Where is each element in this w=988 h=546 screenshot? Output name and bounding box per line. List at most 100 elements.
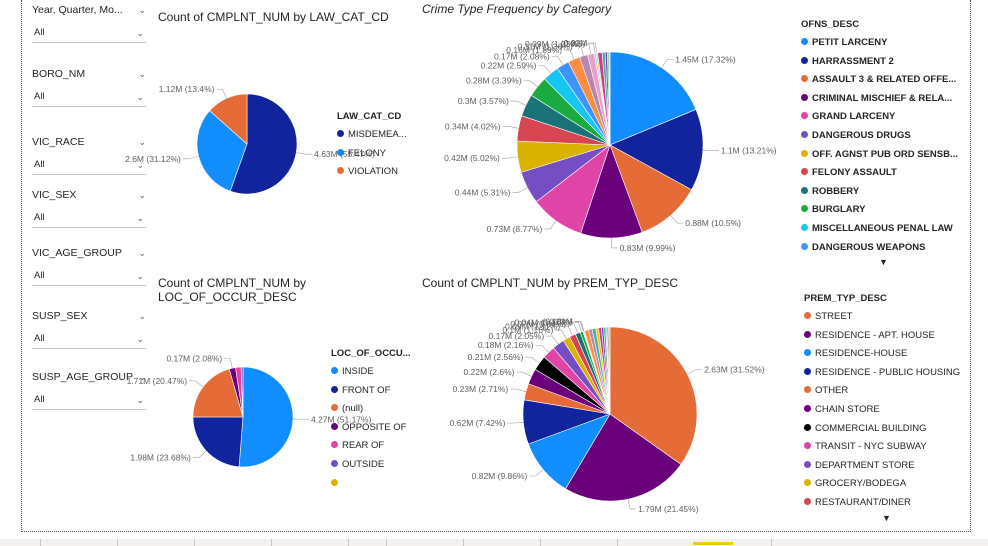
- chevron-down-icon[interactable]: ⌄: [138, 190, 146, 200]
- legend-item[interactable]: COMMERCIAL BUILDING: [804, 420, 969, 439]
- slicer: Year, Quarter, Mo... ⌄ All ⌄: [32, 3, 146, 43]
- legend-item[interactable]: TRANSIT - NYC SUBWAY: [804, 438, 969, 457]
- legend-item[interactable]: [331, 475, 411, 494]
- slicer-title: SUSP_AGE_GROUP ⌄: [32, 370, 146, 384]
- legend-dot-icon: [801, 242, 808, 250]
- legend-item[interactable]: RESIDENCE-HOUSE: [804, 345, 969, 364]
- legend-title: OFNS_DESC: [801, 19, 860, 30]
- slicer-dropdown[interactable]: All ⌄: [32, 88, 146, 107]
- legend-item[interactable]: GRAND LARCENY: [801, 108, 966, 127]
- chevron-down-icon[interactable]: ⌄: [138, 137, 146, 147]
- legend-label: STREET: [815, 311, 853, 322]
- legend-item[interactable]: STREET: [804, 308, 969, 327]
- legend-dot-icon: [801, 130, 808, 138]
- legend-dot-icon: [801, 186, 808, 194]
- legend-item[interactable]: FELONY: [337, 145, 407, 164]
- active-page-tab[interactable]: [693, 542, 733, 545]
- legend-dot-icon: [801, 93, 808, 101]
- legend-item[interactable]: DEPARTMENT STORE: [804, 457, 969, 476]
- legend-label: ASSAULT 3 & RELATED OFFE...: [812, 74, 957, 86]
- slicer-dropdown[interactable]: All ⌄: [32, 267, 146, 286]
- legend-item[interactable]: OTHER: [804, 382, 969, 401]
- legend-label: RESTAURANT/DINER: [815, 496, 911, 508]
- legend-dot-icon: [804, 330, 811, 338]
- chevron-down-icon[interactable]: ⌄: [136, 160, 144, 170]
- legend-item[interactable]: VIOLATION: [337, 163, 407, 182]
- legend-item[interactable]: OUTSIDE: [331, 456, 411, 475]
- slicer-dropdown[interactable]: All ⌄: [32, 156, 146, 175]
- legend-item[interactable]: MISDEMEA...: [337, 126, 407, 145]
- chevron-down-icon[interactable]: ⌄: [136, 334, 144, 344]
- chevron-down-icon[interactable]: ⌄: [136, 271, 144, 281]
- legend-label: PETIT LARCENY: [812, 37, 888, 48]
- legend-label: RESIDENCE-HOUSE: [815, 348, 908, 360]
- legend-item[interactable]: REAR OF: [331, 437, 411, 456]
- page-tab-bar: [0, 539, 988, 546]
- legend-item[interactable]: HARRASSMENT 2: [801, 53, 966, 72]
- legend-item[interactable]: INSIDE: [331, 363, 411, 382]
- chevron-down-icon[interactable]: ⌄: [138, 372, 146, 382]
- legend-item[interactable]: BURGLARY: [801, 201, 966, 220]
- caret-down-icon[interactable]: ▼: [879, 257, 888, 268]
- slicer-value: All: [34, 270, 45, 281]
- legend-item[interactable]: DANGEROUS WEAPONS: [801, 239, 966, 258]
- legend-dot-icon: [801, 112, 808, 120]
- legend-dot-icon: [331, 441, 338, 449]
- chevron-down-icon[interactable]: ⌄: [136, 28, 144, 38]
- legend-label: VIOLATION: [348, 166, 398, 178]
- slicer: SUSP_AGE_GROUP ⌄ All ⌄: [32, 370, 146, 410]
- legend-item[interactable]: RESIDENCE - PUBLIC HOUSING: [804, 364, 969, 383]
- slicer: VIC_RACE ⌄ All ⌄: [32, 135, 146, 175]
- loc-occur-title: Count of CMPLNT_NUM by LOC_OF_OCCUR_DESC: [158, 276, 306, 304]
- legend-item[interactable]: OPPOSITE OF: [331, 419, 411, 438]
- law-cat-title: Count of CMPLNT_NUM by LAW_CAT_CD: [158, 10, 389, 24]
- legend-item[interactable]: GROCERY/BODEGA: [804, 475, 969, 494]
- legend-label: DANGEROUS DRUGS: [812, 129, 911, 141]
- slicer-dropdown[interactable]: All ⌄: [32, 330, 146, 349]
- legend-item[interactable]: MISCELLANEOUS PENAL LAW: [801, 220, 966, 239]
- legend-item[interactable]: OFF. AGNST PUB ORD SENSB...: [801, 146, 966, 165]
- loc-occur-title-line1: Count of CMPLNT_NUM by: [158, 276, 307, 290]
- legend-label: OTHER: [815, 385, 849, 397]
- legend-item[interactable]: DANGEROUS DRUGS: [801, 127, 966, 146]
- legend-item[interactable]: CHAIN STORE: [804, 401, 969, 420]
- chevron-down-icon[interactable]: ⌄: [138, 248, 146, 258]
- legend-label: OFF. AGNST PUB ORD SENSB...: [812, 148, 958, 160]
- legend-dot-icon: [804, 442, 811, 450]
- slicer: VIC_AGE_GROUP ⌄ All ⌄: [32, 246, 146, 286]
- slicer-dropdown[interactable]: All ⌄: [32, 391, 146, 410]
- slicer-title-text: SUSP_AGE_GROUP: [32, 371, 133, 383]
- legend-dot-icon: [804, 460, 811, 468]
- legend-item[interactable]: ASSAULT 3 & RELATED OFFE...: [801, 71, 966, 90]
- legend-item[interactable]: FELONY ASSAULT: [801, 164, 966, 183]
- slicer-title: VIC_AGE_GROUP ⌄: [32, 246, 146, 260]
- caret-down-icon[interactable]: ▼: [882, 512, 891, 523]
- legend-dot-icon: [801, 56, 808, 64]
- chevron-down-icon[interactable]: ⌄: [136, 395, 144, 405]
- chevron-down-icon[interactable]: ⌄: [136, 213, 144, 223]
- slicer-dropdown[interactable]: All ⌄: [32, 209, 146, 228]
- legend-label: FELONY: [348, 147, 387, 159]
- legend-item[interactable]: ROBBERY: [801, 183, 966, 202]
- chevron-down-icon[interactable]: ⌄: [138, 5, 146, 15]
- legend-label: TRANSIT - NYC SUBWAY: [815, 441, 927, 453]
- slicer: VIC_SEX ⌄ All ⌄: [32, 188, 146, 228]
- legend-dot-icon: [801, 149, 808, 157]
- legend-item[interactable]: RESTAURANT/DINER: [804, 494, 969, 513]
- slicer-value: All: [34, 159, 45, 170]
- slicer: SUSP_SEX ⌄ All ⌄: [32, 309, 146, 349]
- chevron-down-icon[interactable]: ⌄: [136, 92, 144, 102]
- legend-title: LAW_CAT_CD: [337, 111, 402, 122]
- chevron-down-icon[interactable]: ⌄: [138, 69, 146, 79]
- slicer-title-text: VIC_RACE: [32, 136, 85, 148]
- legend-item[interactable]: (null): [331, 400, 411, 419]
- chevron-down-icon[interactable]: ⌄: [138, 311, 146, 321]
- legend-item[interactable]: RESIDENCE - APT. HOUSE: [804, 327, 969, 346]
- law-cat-legend: LAW_CAT_CD MISDEMEA... FELONY VIOLATION: [337, 111, 407, 182]
- legend-item[interactable]: PETIT LARCENY: [801, 34, 966, 53]
- crime-type-title: Crime Type Frequency by Category: [422, 2, 612, 16]
- slicer-dropdown[interactable]: All ⌄: [32, 24, 146, 43]
- legend-item[interactable]: CRIMINAL MISCHIEF & RELA...: [801, 90, 966, 109]
- slicer-title: Year, Quarter, Mo... ⌄: [32, 3, 146, 17]
- legend-item[interactable]: FRONT OF: [331, 382, 411, 401]
